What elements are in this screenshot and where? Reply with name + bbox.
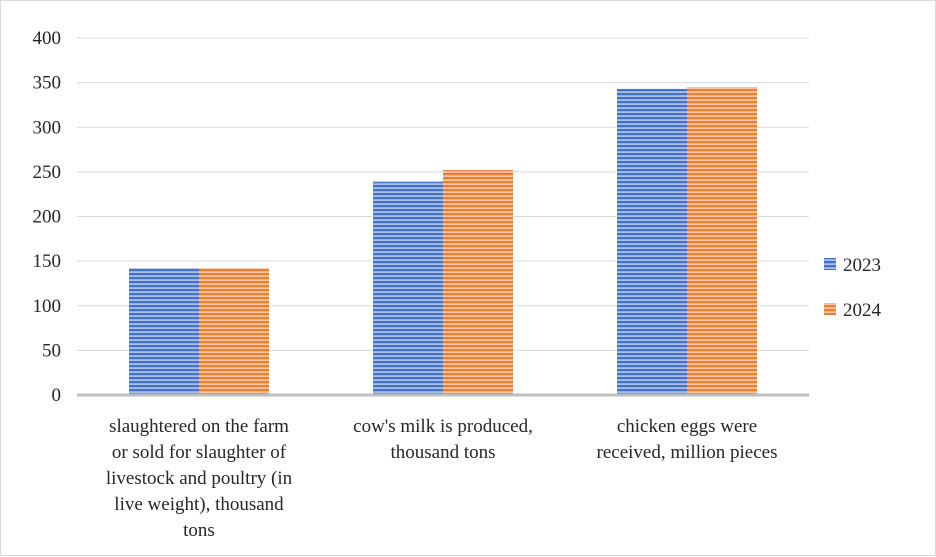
bar-2023-1	[373, 181, 443, 395]
bar-2024-1	[443, 170, 513, 395]
legend-label: 2024	[843, 300, 882, 321]
bars	[129, 87, 757, 396]
bar-2024-2	[687, 87, 757, 396]
y-tick-label: 300	[33, 117, 62, 138]
y-axis: 0 50 100 150 200 250 300 350 400	[33, 28, 62, 406]
legend-label: 2023	[843, 255, 881, 276]
legend: 2023 2024	[824, 255, 882, 321]
legend-swatch	[824, 258, 836, 270]
category-label: cow's milk is produced, thousand tons	[353, 416, 533, 463]
y-tick-label: 150	[33, 251, 62, 272]
category-label: slaughtered on the farm or sold for slaug…	[106, 416, 293, 541]
y-tick-label: 350	[33, 73, 62, 94]
bar-2023-0	[129, 268, 199, 395]
legend-swatch	[824, 303, 836, 315]
y-tick-label: 250	[33, 162, 62, 183]
y-tick-label: 100	[33, 296, 62, 317]
y-tick-label: 50	[42, 340, 61, 361]
category-label: chicken eggs were received, million piece…	[597, 416, 778, 463]
category-labels: slaughtered on the farm or sold for slaug…	[106, 416, 778, 541]
bar-2024-0	[199, 268, 269, 395]
bar-2023-2	[617, 88, 687, 395]
y-tick-label: 400	[33, 28, 62, 49]
y-tick-label: 200	[33, 207, 62, 228]
y-tick-label: 0	[52, 385, 62, 406]
